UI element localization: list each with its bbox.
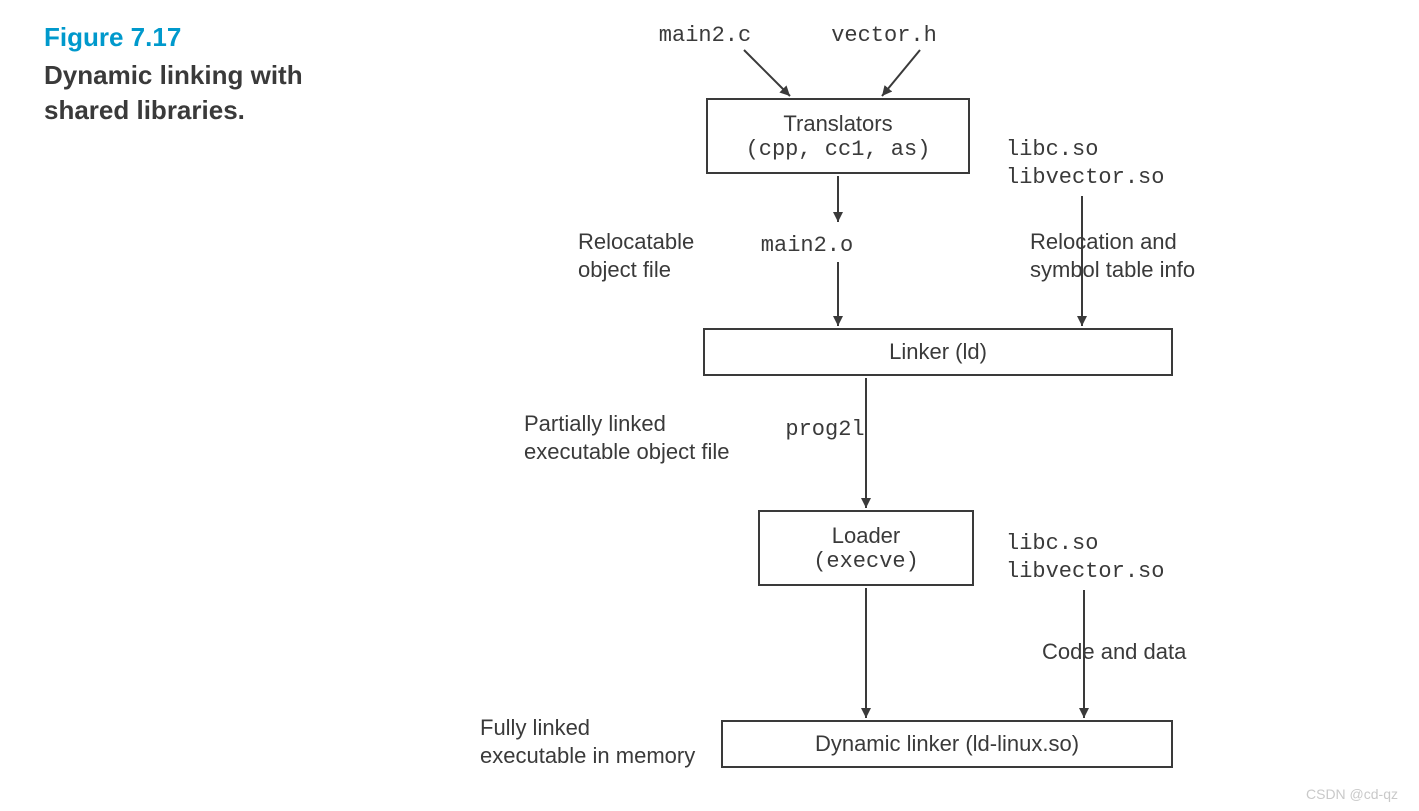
label-partlinked: Partially linked executable object file	[524, 410, 729, 465]
node-loader: Loader (execve)	[758, 510, 974, 586]
node-linker-text: Linker (ld)	[889, 339, 987, 365]
node-dynlinker-text: Dynamic linker (ld-linux.so)	[815, 731, 1079, 757]
node-translators: Translators (cpp, cc1, as)	[706, 98, 970, 174]
label-main2o: main2.o	[761, 232, 853, 260]
label-libs1: libc.so libvector.so	[1006, 136, 1164, 191]
figure-caption: Dynamic linking with shared libraries.	[44, 58, 303, 128]
node-dynlinker: Dynamic linker (ld-linux.so)	[721, 720, 1173, 768]
label-codedata: Code and data	[1042, 638, 1186, 666]
label-prog2l: prog2l	[785, 416, 864, 444]
label-relobj: Relocatable object file	[578, 228, 694, 283]
figure-number: Figure 7.17	[44, 22, 181, 53]
node-translators-line2: (cpp, cc1, as)	[746, 137, 931, 162]
node-loader-line1: Loader	[832, 523, 901, 549]
node-loader-line2: (execve)	[813, 549, 919, 574]
label-vectorh: vector.h	[831, 22, 937, 50]
label-libs2: libc.so libvector.so	[1006, 530, 1164, 585]
node-linker: Linker (ld)	[703, 328, 1173, 376]
label-fullylinked: Fully linked executable in memory	[480, 714, 695, 769]
watermark: CSDN @cd-qz	[1306, 786, 1398, 802]
label-relocsym: Relocation and symbol table info	[1030, 228, 1195, 283]
label-main2c: main2.c	[659, 22, 751, 50]
node-translators-line1: Translators	[783, 111, 892, 137]
